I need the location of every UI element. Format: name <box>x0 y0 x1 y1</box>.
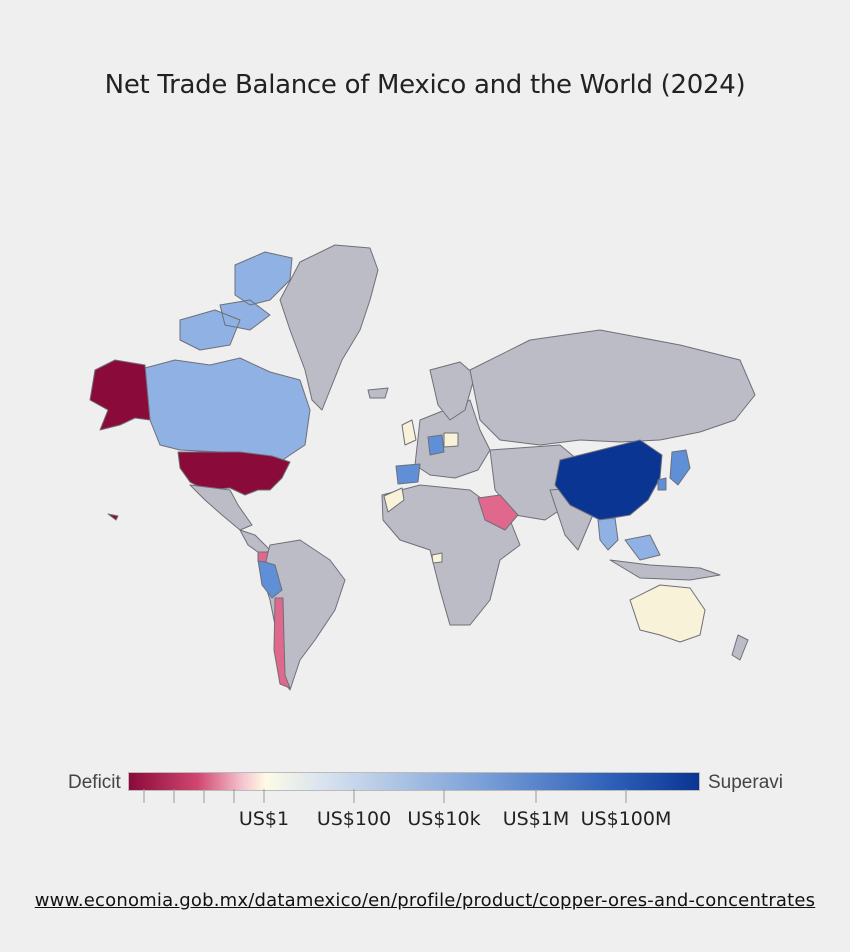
country-morocco[interactable] <box>383 487 405 513</box>
country-southeast-asia[interactable] <box>597 517 661 561</box>
country-south-korea[interactable] <box>657 477 667 491</box>
country-peru[interactable] <box>257 559 283 599</box>
country-canada[interactable] <box>144 357 311 463</box>
country-chile[interactable] <box>273 597 291 689</box>
country-mexico[interactable] <box>189 484 253 531</box>
country-russia[interactable] <box>469 329 756 446</box>
source-link[interactable]: www.economia.gob.mx/datamexico/en/profil… <box>34 890 816 911</box>
country-usa-hawaii[interactable] <box>107 513 119 521</box>
country-poland[interactable] <box>443 432 459 448</box>
country-ecuador[interactable] <box>257 551 269 563</box>
country-usa[interactable] <box>177 451 291 496</box>
country-uk[interactable] <box>401 419 417 446</box>
legend-tick-us1m: US$1M <box>502 808 570 830</box>
country-iceland[interactable] <box>367 387 389 399</box>
country-usa-alaska[interactable] <box>89 359 151 431</box>
country-new-zealand[interactable] <box>731 634 749 661</box>
legend-tick-marks <box>143 789 627 803</box>
legend-tick-us100: US$100 <box>316 808 392 830</box>
country-greenland[interactable] <box>279 244 379 411</box>
country-zambia[interactable] <box>431 552 443 564</box>
legend-surplus-label: Superavi <box>708 772 783 793</box>
country-australia[interactable] <box>629 584 706 643</box>
legend-color-scale <box>128 772 700 791</box>
world-map <box>89 244 756 691</box>
country-japan[interactable] <box>669 449 691 486</box>
legend-tick-us10k: US$10k <box>407 808 481 830</box>
country-scandinavia[interactable] <box>429 361 476 421</box>
legend-tick-us1: US$1 <box>238 808 290 830</box>
country-canada-islands[interactable] <box>179 251 293 351</box>
country-germany[interactable] <box>427 434 445 456</box>
country-saudi-arabia[interactable] <box>477 494 519 531</box>
legend-deficit-label: Deficit <box>68 772 121 793</box>
legend-tick-us100m: US$100M <box>580 808 672 830</box>
country-central-america[interactable] <box>239 529 271 556</box>
map-title: Net Trade Balance of Mexico and the Worl… <box>104 70 746 100</box>
country-china[interactable] <box>554 439 663 521</box>
country-spain[interactable] <box>395 463 421 485</box>
country-indonesia[interactable] <box>609 559 721 581</box>
